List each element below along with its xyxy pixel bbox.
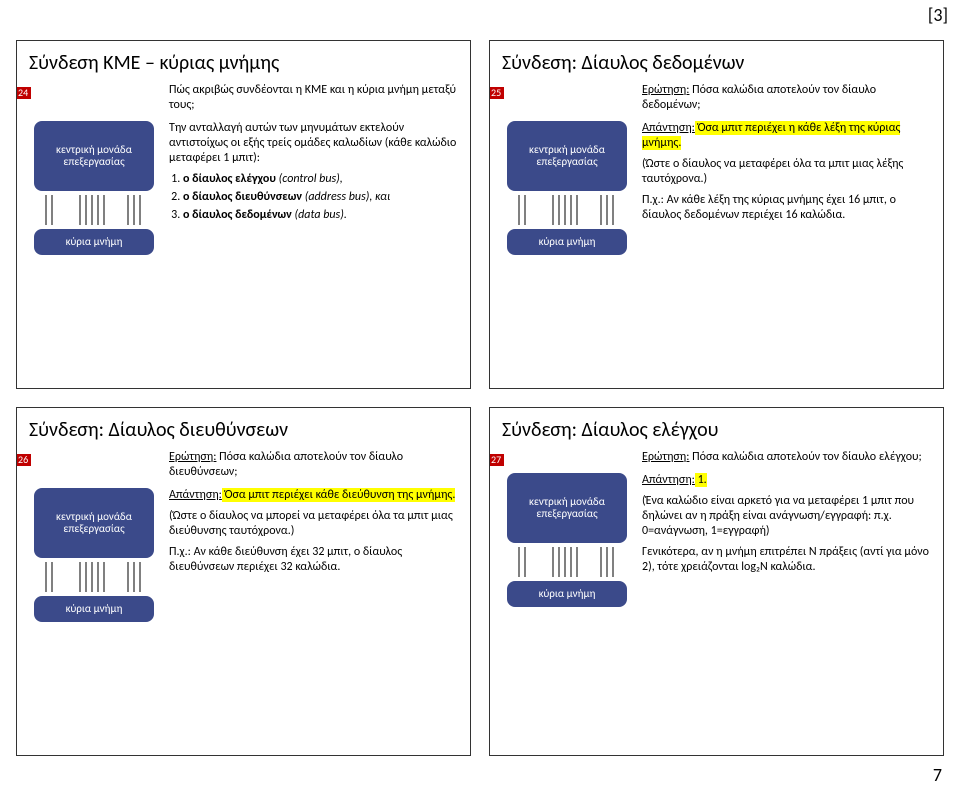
question-text: Ερώτηση: Πόσα καλώδια αποτελούν τον δίαυ… (642, 83, 931, 113)
slide-27: Σύνδεση: Δίαυλος ελέγχου 27 Ερώτηση: Πόσ… (489, 407, 944, 756)
slide-title: Σύνδεση ΚΜΕ – κύριας μνήμης (29, 51, 458, 75)
memory-box: κύρια μνήμη (34, 596, 154, 622)
diagram: κεντρική μονάδα επεξεργασίας κύρια μνήμη (29, 121, 159, 255)
slide-26: Σύνδεση: Δίαυλος διευθύνσεων 26 Ερώτηση:… (16, 407, 471, 756)
memory-box: κύρια μνήμη (507, 229, 627, 255)
cpu-box: κεντρική μονάδα επεξεργασίας (507, 121, 627, 191)
slide-grid: Σύνδεση ΚΜΕ – κύριας μνήμης 24 Πώς ακριβ… (0, 0, 960, 796)
diagram: κεντρική μονάδα επεξεργασίας κύρια μνήμη (502, 473, 632, 607)
page-tag: [3] (928, 4, 948, 26)
memory-box: κύρια μνήμη (34, 229, 154, 255)
bus-icon (34, 195, 154, 225)
slide-title: Σύνδεση: Δίαυλος διευθύνσεων (29, 418, 458, 442)
bus-icon (507, 547, 627, 577)
slide-badge: 26 (16, 454, 31, 466)
slide-badge: 27 (489, 454, 504, 466)
slide-24: Σύνδεση ΚΜΕ – κύριας μνήμης 24 Πώς ακριβ… (16, 40, 471, 389)
intro-text: Πώς ακριβώς συνδέονται η ΚΜΕ και η κύρια… (169, 83, 458, 113)
bus-icon (34, 562, 154, 592)
slide-body: Απάντηση: Όσα μπιτ περιέχει κάθε διεύθυν… (169, 488, 458, 581)
slide-title: Σύνδεση: Δίαυλος δεδομένων (502, 51, 931, 75)
slide-body: Απάντηση: Όσα μπιτ περιέχει η κάθε λέξη … (642, 121, 931, 229)
cpu-box: κεντρική μονάδα επεξεργασίας (34, 488, 154, 558)
page-number: 7 (933, 764, 942, 786)
diagram: κεντρική μονάδα επεξεργασίας κύρια μνήμη (502, 121, 632, 255)
cpu-box: κεντρική μονάδα επεξεργασίας (507, 473, 627, 543)
memory-box: κύρια μνήμη (507, 581, 627, 607)
slide-25: Σύνδεση: Δίαυλος δεδομένων 25 Ερώτηση: Π… (489, 40, 944, 389)
slide-body: Απάντηση: 1. (Ένα καλώδιο είναι αρκετό γ… (642, 473, 931, 581)
slide-badge: 24 (16, 87, 31, 99)
question-text: Ερώτηση: Πόσα καλώδια αποτελούν τον δίαυ… (642, 450, 931, 465)
bus-icon (507, 195, 627, 225)
slide-body: Την ανταλλαγή αυτών των μηνυμάτων εκτελο… (169, 121, 458, 226)
question-text: Ερώτηση: Πόσα καλώδια αποτελούν τον δίαυ… (169, 450, 458, 480)
slide-title: Σύνδεση: Δίαυλος ελέγχου (502, 418, 931, 442)
cpu-box: κεντρική μονάδα επεξεργασίας (34, 121, 154, 191)
slide-badge: 25 (489, 87, 504, 99)
diagram: κεντρική μονάδα επεξεργασίας κύρια μνήμη (29, 488, 159, 622)
